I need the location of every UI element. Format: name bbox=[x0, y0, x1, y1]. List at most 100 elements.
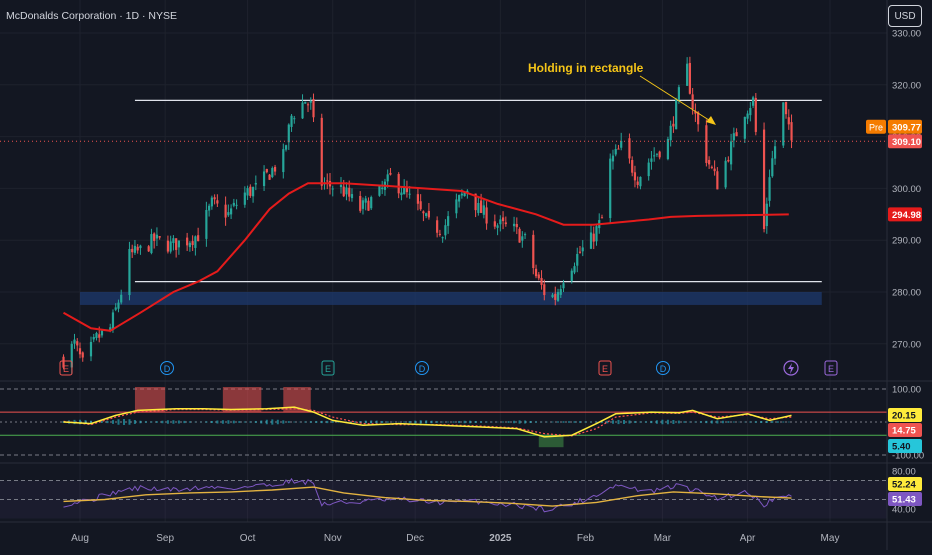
candle-body bbox=[359, 195, 362, 211]
candle-body bbox=[268, 174, 271, 180]
candle-body bbox=[425, 213, 428, 217]
osc-hist-value-bg bbox=[888, 439, 922, 453]
candle-body bbox=[408, 193, 411, 195]
candle-body bbox=[677, 87, 681, 100]
candle-body bbox=[477, 202, 480, 213]
candle-body bbox=[139, 245, 142, 249]
marker-frame bbox=[160, 361, 174, 375]
marker-label: E bbox=[325, 364, 331, 374]
last-price-label-text: 309.10 bbox=[892, 137, 921, 148]
candle-body bbox=[243, 192, 246, 205]
candle-body bbox=[403, 186, 406, 195]
pre-value-text: 309.77 bbox=[892, 122, 921, 133]
candle-body bbox=[496, 225, 499, 228]
candle-body bbox=[655, 153, 659, 155]
candle-body bbox=[273, 166, 277, 172]
candle-body bbox=[339, 184, 343, 188]
marker-label: D bbox=[660, 364, 667, 374]
rsi-ma-line bbox=[63, 486, 792, 507]
candle-body bbox=[551, 294, 554, 298]
dividend-marker: D bbox=[160, 361, 174, 375]
pre-prefix-bg bbox=[866, 119, 886, 134]
candle-body bbox=[479, 200, 483, 213]
time-tick-label: Sep bbox=[156, 533, 174, 544]
candle-body bbox=[131, 248, 134, 253]
candle-body bbox=[782, 102, 785, 146]
last-price-label: 309.10 bbox=[888, 134, 922, 149]
time-tick-label: Mar bbox=[654, 533, 672, 544]
candle-body bbox=[76, 341, 79, 346]
candle-body bbox=[81, 352, 84, 358]
candle-body bbox=[158, 236, 161, 238]
candle-body bbox=[773, 146, 777, 159]
candle-body bbox=[639, 176, 642, 187]
candle-body bbox=[62, 356, 65, 368]
candle-body bbox=[227, 212, 230, 216]
overbought-block bbox=[222, 387, 262, 413]
candle-body bbox=[537, 274, 540, 279]
time-tick-label: Apr bbox=[740, 533, 756, 544]
candle-body bbox=[386, 174, 389, 182]
candle-body bbox=[595, 226, 598, 242]
candle-body bbox=[345, 187, 348, 195]
candle-body bbox=[768, 177, 771, 201]
candle-body bbox=[441, 237, 444, 239]
candle-body bbox=[515, 224, 518, 228]
candle-body bbox=[633, 172, 637, 181]
rsi-value: 51.43 bbox=[888, 492, 922, 506]
candle-body bbox=[150, 234, 153, 254]
candle-body bbox=[235, 204, 238, 206]
osc-fast-value-text: 20.15 bbox=[892, 411, 916, 422]
time-tick-label: Feb bbox=[577, 533, 595, 544]
marker-label: D bbox=[419, 364, 426, 374]
price-tick-label: 320.00 bbox=[892, 80, 921, 91]
support-zone bbox=[80, 292, 822, 305]
candle-body bbox=[589, 232, 593, 249]
marker-label: D bbox=[164, 364, 171, 374]
candle-body bbox=[620, 140, 623, 148]
time-tick-label: May bbox=[821, 533, 840, 544]
candle-body bbox=[342, 186, 345, 197]
annotation-arrowhead bbox=[706, 116, 716, 125]
candle-body bbox=[419, 201, 422, 210]
annotation-arrow bbox=[639, 75, 713, 123]
candle-body bbox=[697, 112, 700, 125]
candle-body bbox=[224, 204, 227, 218]
osc-fast-line bbox=[63, 406, 792, 438]
candle-body bbox=[397, 173, 400, 194]
currency-button[interactable]: USD bbox=[888, 5, 922, 27]
ma-value-label-text: 294.98 bbox=[892, 210, 921, 221]
ma-value-label-bg bbox=[888, 207, 922, 222]
candle-body bbox=[381, 187, 384, 190]
candle-body bbox=[735, 132, 738, 137]
candle-body bbox=[686, 63, 689, 86]
candle-body bbox=[554, 293, 557, 300]
time-tick-label: 2025 bbox=[489, 533, 512, 544]
candle-body bbox=[501, 217, 505, 222]
candle-body bbox=[688, 62, 691, 94]
candle-body bbox=[751, 97, 755, 106]
pre-value-bg bbox=[888, 119, 922, 134]
time-tick-label: Dec bbox=[406, 533, 424, 544]
marker-frame bbox=[415, 361, 429, 375]
rsi-ma-value-bg bbox=[888, 477, 922, 491]
candle-body bbox=[153, 233, 156, 241]
marker-frame bbox=[321, 360, 335, 376]
candle-body bbox=[262, 171, 266, 186]
candle-body bbox=[249, 186, 252, 196]
candle-body bbox=[666, 139, 670, 160]
candle-body bbox=[320, 117, 323, 186]
candle-body bbox=[109, 327, 112, 331]
osc-slow-value-text: 14.75 bbox=[892, 426, 916, 437]
candle-body bbox=[485, 207, 488, 224]
candle-body bbox=[205, 210, 208, 239]
candle-body bbox=[650, 158, 653, 162]
candle-body bbox=[754, 97, 757, 132]
candle-body bbox=[523, 234, 527, 236]
rsi-value-text: 51.43 bbox=[892, 495, 916, 506]
candle-body bbox=[326, 180, 329, 182]
candle-body bbox=[532, 234, 535, 269]
